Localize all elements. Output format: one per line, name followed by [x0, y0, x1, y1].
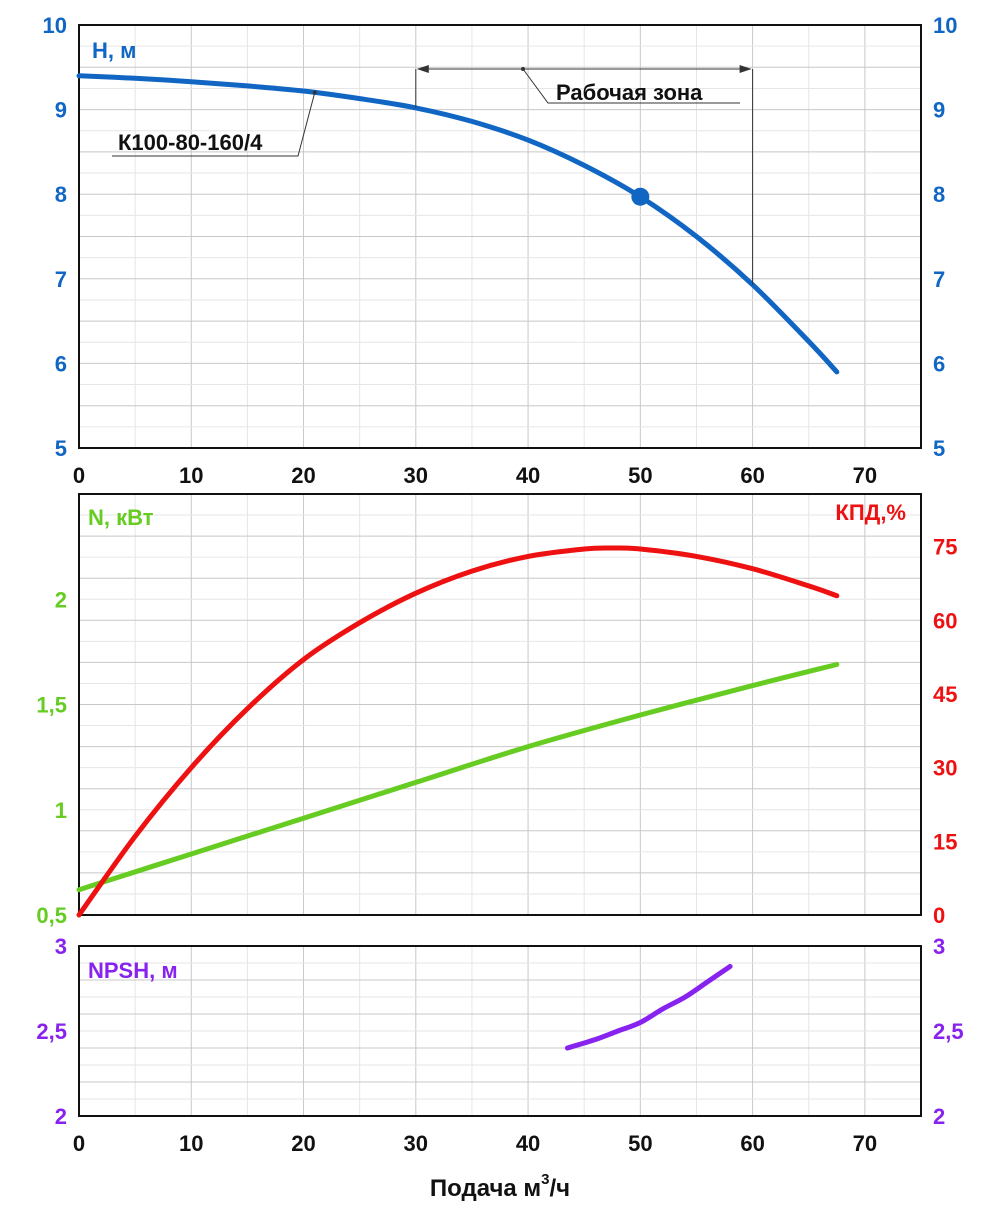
x-axis-label: Подача м3/ч [430, 1171, 570, 1202]
head-tick-left: 10 [43, 13, 67, 38]
x-tick-top: 0 [73, 463, 85, 488]
efficiency-tick: 15 [933, 829, 957, 854]
efficiency-tick: 0 [933, 903, 945, 928]
head-tick-left: 9 [55, 98, 67, 123]
head-tick-right: 7 [933, 267, 945, 292]
power-tick: 1 [55, 798, 67, 823]
x-tick-bottom: 60 [740, 1131, 764, 1156]
npsh-curve [564, 963, 733, 1051]
x-tick-bottom: 10 [179, 1131, 203, 1156]
efficiency-tick: 30 [933, 756, 957, 781]
power-tick: 0,5 [36, 903, 67, 928]
npsh-tick-right: 2 [933, 1104, 945, 1129]
x-axis-label-main: Подача м [430, 1175, 541, 1202]
operating-point [631, 187, 650, 206]
npsh-tick-right: 3 [933, 934, 945, 959]
efficiency-tick: 60 [933, 608, 957, 633]
power-curve [76, 662, 840, 893]
x-tick-top: 60 [740, 463, 764, 488]
x-tick-bottom: 30 [404, 1131, 428, 1156]
x-tick-top: 40 [516, 463, 540, 488]
x-tick-top: 50 [628, 463, 652, 488]
x-tick-top: 30 [404, 463, 428, 488]
head-curve [76, 73, 840, 375]
power-axis-label: N, кВт [88, 505, 154, 530]
x-tick-bottom: 40 [516, 1131, 540, 1156]
x-axis-label-suffix: /ч [550, 1175, 571, 1202]
head-tick-right: 8 [933, 182, 945, 207]
efficiency-curve [76, 545, 840, 918]
npsh-tick-left: 3 [55, 934, 67, 959]
pump-model-label: К100-80-160/4 [118, 130, 263, 155]
x-tick-bottom: 70 [853, 1131, 877, 1156]
working-zone-leader [522, 68, 740, 104]
x-tick-top: 70 [853, 463, 877, 488]
head-tick-left: 8 [55, 182, 67, 207]
panel-frames [78, 24, 922, 1117]
annotations [112, 65, 754, 285]
efficiency-axis-label: КПД,% [835, 500, 906, 525]
npsh-tick-right: 2,5 [933, 1019, 964, 1044]
npsh-axis-label: NPSH, м [88, 958, 178, 983]
working-zone-arrow-left [416, 65, 429, 73]
head-tick-left: 6 [55, 351, 67, 376]
head-tick-right: 9 [933, 98, 945, 123]
head-tick-right: 10 [933, 13, 957, 38]
efficiency-tick: 75 [933, 535, 957, 560]
head-tick-right: 6 [933, 351, 945, 376]
x-tick-top: 20 [291, 463, 315, 488]
head-tick-left: 7 [55, 267, 67, 292]
power-tick: 2 [55, 587, 67, 612]
x-tick-bottom: 20 [291, 1131, 315, 1156]
series-lines [76, 73, 840, 1051]
tick-labels: 5 56 67 78 89 910 100 10 20 30 40 50 60 700,511,52015… [36, 13, 963, 1156]
x-axis-label-sup: 3 [541, 1171, 549, 1188]
head-tick-right: 5 [933, 436, 945, 461]
panel-frame [78, 945, 922, 1117]
head-axis-label: H, м [92, 38, 136, 63]
x-tick-bottom: 50 [628, 1131, 652, 1156]
pump-model-leader-dot [312, 90, 317, 95]
x-tick-top: 10 [179, 463, 203, 488]
working-zone-leader-dot [521, 67, 525, 71]
efficiency-tick: 45 [933, 682, 957, 707]
grid-lines [79, 25, 921, 1116]
power-tick: 1,5 [36, 693, 67, 718]
head-tick-left: 5 [55, 436, 67, 461]
panel-frame [78, 493, 922, 916]
panel-frame [78, 24, 922, 449]
working-zone-label: Рабочая зона [556, 80, 703, 105]
pump-model-leader [112, 92, 316, 157]
npsh-tick-left: 2,5 [36, 1019, 67, 1044]
working-zone-arrow-right [739, 65, 752, 73]
x-tick-bottom: 0 [73, 1131, 85, 1156]
npsh-tick-left: 2 [55, 1104, 67, 1129]
